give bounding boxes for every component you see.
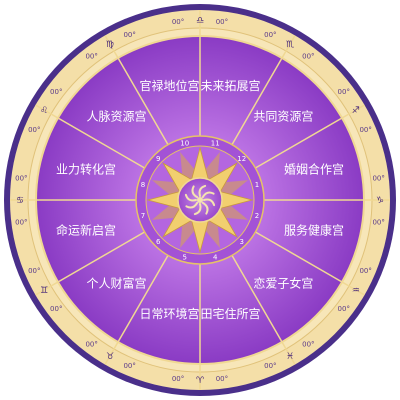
degree-label: 00° xyxy=(338,88,350,96)
house-number: 8 xyxy=(141,181,145,189)
mandala-icon xyxy=(184,184,216,216)
degree-label: 00° xyxy=(50,88,62,96)
house-label-future[interactable]: 未来拓展宫 xyxy=(201,78,261,93)
libra-icon: ♎ xyxy=(196,16,204,26)
mandala-petal xyxy=(203,198,216,207)
degree-label: 00° xyxy=(172,18,184,26)
leo-icon: ♌ xyxy=(40,106,48,116)
house-number: 4 xyxy=(213,253,218,261)
cancer-icon: ♋ xyxy=(16,196,24,206)
taurus-icon: ♉ xyxy=(106,352,114,362)
sagittarius-icon: ♐ xyxy=(352,106,360,116)
house-number: 7 xyxy=(141,212,145,220)
house-label-career[interactable]: 官禄地位宫 xyxy=(139,78,199,93)
house-label-network[interactable]: 人脉资源宫 xyxy=(87,109,147,124)
degree-label: 00° xyxy=(302,340,314,348)
mandala-core xyxy=(197,197,203,203)
mandala-petal xyxy=(185,201,199,209)
degree-label: 00° xyxy=(216,18,228,26)
degree-label: 00° xyxy=(28,126,40,134)
house-divider xyxy=(231,255,296,365)
house-number: 12 xyxy=(237,155,246,163)
house-number: 11 xyxy=(211,140,220,148)
degree-label: 00° xyxy=(85,53,97,61)
degree-label: 00° xyxy=(338,305,350,313)
house-label-marriage[interactable]: 婚姻合作宫 xyxy=(284,161,344,176)
degree-label: 00° xyxy=(264,31,276,39)
house-label-property[interactable]: 田宅住所宫 xyxy=(201,306,261,321)
house-label-daily[interactable]: 日常环境宫 xyxy=(139,306,199,321)
mandala-petal xyxy=(193,203,202,216)
degree-label: 00° xyxy=(123,31,135,39)
mandala-petal xyxy=(201,201,209,215)
virgo-icon: ♍ xyxy=(106,40,114,50)
house-label-romance[interactable]: 恋爱子女宫 xyxy=(253,275,313,290)
house-number: 6 xyxy=(156,238,161,246)
scorpio-icon: ♏ xyxy=(286,40,294,50)
house-divider xyxy=(35,104,145,169)
degree-label: 00° xyxy=(359,267,371,275)
degree-label: 00° xyxy=(15,218,27,226)
house-divider xyxy=(255,104,365,169)
degree-label: 00° xyxy=(15,175,27,183)
house-labels: 官禄地位宫 未来拓展宫共同资源宫婚姻合作宫服务健康宫恋爱子女宫田宅住所宫日常环境宫… xyxy=(56,78,344,321)
degree-label: 00° xyxy=(85,340,97,348)
degree-label: 00° xyxy=(264,362,276,370)
aquarius-icon: ♒ xyxy=(352,286,360,296)
house-number: 3 xyxy=(239,238,243,246)
house-dividers xyxy=(10,10,390,390)
house-label-karma[interactable]: 业力转化宫 xyxy=(56,161,116,176)
degree-label: 00° xyxy=(50,305,62,313)
house-divider xyxy=(231,35,296,145)
degree-label: 00° xyxy=(302,53,314,61)
ring-labels: 00° 00° ♎ 00° 00° ♏ 00° 00° ♐ 00° 00° ♑ 00° 00° ♒ 00° 00… xyxy=(15,16,385,386)
mandala-petal xyxy=(184,193,197,202)
house-number: 2 xyxy=(255,212,259,220)
degree-label: 00° xyxy=(372,175,384,183)
house-number: 10 xyxy=(180,140,189,148)
gemini-icon: ♊ xyxy=(40,286,48,296)
pisces-icon: ♓ xyxy=(286,352,294,362)
degree-label: 00° xyxy=(216,375,228,383)
mandala-petal xyxy=(191,185,199,199)
house-number: 5 xyxy=(182,253,186,261)
house-number: 1 xyxy=(255,181,259,189)
degree-label: 00° xyxy=(372,218,384,226)
aries-icon: ♈ xyxy=(196,376,205,386)
mandala-petal xyxy=(201,191,215,199)
house-divider xyxy=(104,255,169,365)
house-label-wealth[interactable]: 个人财富宫 xyxy=(87,275,147,290)
house-number: 9 xyxy=(156,155,160,163)
degree-label: 00° xyxy=(28,267,40,275)
degree-label: 00° xyxy=(172,375,184,383)
house-label-destiny[interactable]: 命运新启宫 xyxy=(56,223,116,238)
house-divider xyxy=(255,231,365,296)
house-label-service[interactable]: 服务健康宫 xyxy=(284,223,344,238)
house-divider xyxy=(104,35,169,145)
degree-label: 00° xyxy=(123,362,135,370)
mandala-petal xyxy=(198,184,207,197)
degree-label: 00° xyxy=(359,126,371,134)
house-divider xyxy=(35,231,145,296)
capricorn-icon: ♑ xyxy=(376,196,384,206)
house-label-shared[interactable]: 共同资源宫 xyxy=(253,109,313,124)
